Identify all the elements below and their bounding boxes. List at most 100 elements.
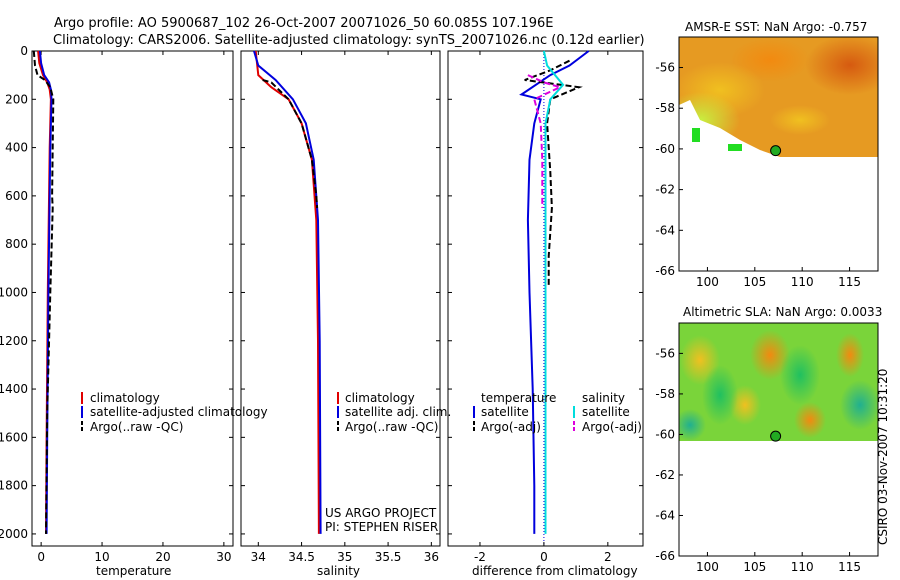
legend-label-argo: Argo(..raw -QC) (345, 420, 438, 434)
sst-cold-cell (692, 128, 700, 142)
map-y-tick-label: -64 (655, 223, 675, 237)
sla-map-axes: 100 105 110 115 -56 -58 -60 -62 -64 -66 (655, 322, 879, 574)
map-x-tick-label: 105 (743, 275, 766, 289)
salinity-legend: climatology satellite adj. clim. Argo(..… (325, 391, 451, 534)
map-x-tick-label: 110 (791, 560, 814, 574)
difference-legend: temperature satellite Argo(-adj) salinit… (473, 391, 642, 434)
sla-high-anomaly (794, 402, 826, 438)
y-tick-label: 800 (5, 237, 28, 251)
y-tick-label: 1800 (0, 479, 28, 493)
legend-label-argo: Argo(..raw -QC) (90, 420, 183, 434)
timestamp-stamp: CSIRO 03-Nov-2007 10:31:20 (876, 369, 890, 545)
salinity-profile-panel: 34 34.5 35 35.5 36 (240, 50, 441, 564)
sla-high-anomaly (836, 333, 864, 377)
series-line-salinity-satellite (542, 50, 565, 534)
sla-heatmap (679, 323, 878, 441)
legend-label-sal-satellite: satellite (582, 405, 630, 419)
sst-no-data-region (679, 100, 780, 157)
header-line1: Argo profile: AO 5900687_102 26-Oct-2007… (54, 16, 553, 31)
map-x-tick-label: 115 (838, 275, 861, 289)
x-tick-label: 2 (604, 550, 612, 564)
sla-high-anomaly (750, 330, 790, 380)
x-tick-label: 20 (155, 550, 170, 564)
map-y-tick-label: -58 (655, 101, 675, 115)
x-tick-label: -2 (474, 550, 486, 564)
legend-label-satellite-adjusted: satellite-adjusted climatology (90, 405, 268, 419)
salinity-axes-frame (240, 50, 441, 547)
header-line2: Climatology: CARS2006. Satellite-adjuste… (53, 33, 645, 48)
x-tick-label: 10 (94, 550, 109, 564)
map-y-tick-label: -64 (655, 508, 675, 522)
sla-low-anomaly (679, 409, 706, 441)
sst-map-axes: 100 105 110 115 -56 -58 -60 -62 -64 -66 (655, 36, 879, 289)
x-tick-label: 0 (540, 550, 548, 564)
sla-map-title: Altimetric SLA: NaN Argo: 0.0033 (683, 305, 882, 319)
sst-cold-cell (728, 144, 742, 151)
sla-low-anomaly (780, 345, 820, 405)
difference-profile-panel: -2 0 2 (447, 50, 644, 564)
map-x-tick-label: 115 (838, 560, 861, 574)
salinity-xlabel: salinity (317, 564, 360, 578)
x-tick-label: 36 (424, 550, 439, 564)
map-x-tick-label: 100 (696, 560, 719, 574)
y-tick-label: 600 (5, 189, 28, 203)
sla-low-anomaly (702, 365, 738, 425)
map-y-tick-label: -62 (655, 183, 675, 197)
legend-label-climatology: climatology (345, 391, 415, 405)
temperature-axes-frame (31, 50, 234, 547)
map-x-tick-label: 110 (791, 275, 814, 289)
y-tick-label: 1400 (0, 382, 28, 396)
map-y-tick-label: -56 (655, 61, 675, 75)
y-tick-label: 1200 (0, 334, 28, 348)
sst-no-data-region (679, 157, 878, 271)
temperature-profile-panel: 0 10 20 30 0 200 400 600 800 1000 1200 1400 1600 1800… (0, 44, 234, 564)
map-x-tick-label: 105 (743, 560, 766, 574)
legend-title-temperature: temperature (481, 391, 556, 405)
pi-annotation: PI: STEPHEN RISER (325, 520, 438, 534)
y-tick-label: 400 (5, 141, 28, 155)
x-tick-label: 35 (337, 550, 352, 564)
x-tick-label: 30 (216, 550, 231, 564)
y-tick-label: 200 (5, 92, 28, 106)
map-y-tick-label: -66 (655, 264, 675, 278)
map-y-tick-label: -56 (655, 346, 675, 360)
legend-label-temp-argo: Argo(-adj) (481, 420, 541, 434)
y-tick-label: 1600 (0, 430, 28, 444)
series-line-climatology (254, 50, 320, 534)
legend-label-sal-argo: Argo(-adj) (582, 420, 642, 434)
x-tick-label: 34 (251, 550, 266, 564)
sla-no-data-region (679, 441, 878, 556)
difference-xlabel: difference from climatology (472, 564, 638, 578)
map-y-tick-label: -60 (655, 427, 675, 441)
map-y-tick-label: -66 (655, 549, 675, 563)
project-annotation: US ARGO PROJECT (325, 506, 437, 520)
sst-heatmap (679, 37, 878, 157)
series-line-satellite-adj-clim- (253, 50, 322, 534)
series-line-temperature-satellite (519, 50, 590, 534)
sst_map-frame (678, 36, 879, 272)
legend-label-climatology: climatology (90, 391, 160, 405)
argo-float-marker (770, 145, 782, 157)
argo-float-marker (770, 430, 782, 442)
sla-low-anomaly (840, 380, 878, 430)
sla_map-frame (678, 322, 879, 557)
x-tick-label: 0 (37, 550, 45, 564)
series-line-temperature-argo-adj- (524, 59, 583, 288)
legend-label-satellite-adj: satellite adj. clim. (345, 405, 451, 419)
legend-title-salinity: salinity (582, 391, 625, 405)
sst-cool-patch (770, 105, 830, 135)
temperature-legend: climatology satellite-adjusted climatolo… (81, 391, 268, 434)
y-tick-label: 2000 (0, 527, 28, 541)
series-line-argo-raw-qc- (262, 79, 319, 209)
temperature-xlabel: temperature (96, 564, 171, 578)
map-y-tick-label: -60 (655, 142, 675, 156)
map-x-tick-label: 100 (696, 275, 719, 289)
sst-warm-patch (805, 37, 878, 95)
y-tick-label: 1000 (0, 285, 28, 299)
map-y-tick-label: -58 (655, 387, 675, 401)
map-y-tick-label: -62 (655, 468, 675, 482)
series-line-argo-raw-qc- (32, 50, 55, 534)
sst-map-title: AMSR-E SST: NaN Argo: -0.757 (685, 20, 867, 34)
difference-axes-frame (447, 50, 644, 547)
